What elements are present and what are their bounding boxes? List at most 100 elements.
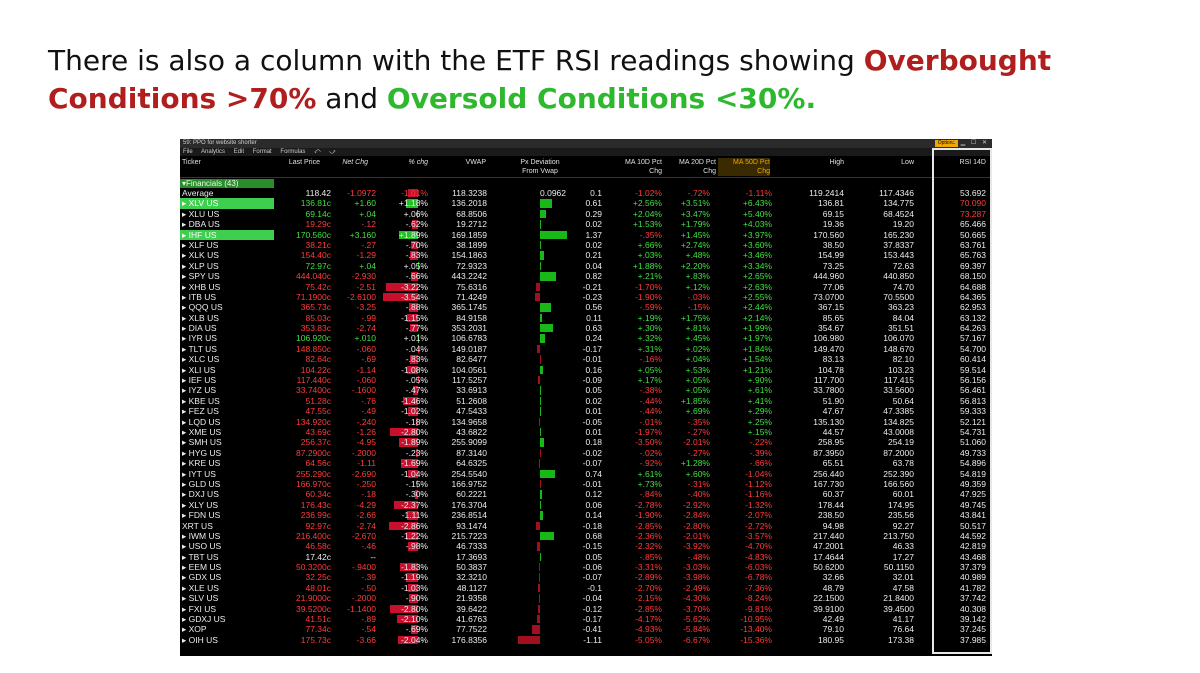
table-row[interactable]: ▸ TBT US 17.42c -- 17.3693 0.05 -.85% -.48% -4.… xyxy=(180,552,992,562)
ticker-cell[interactable]: Average xyxy=(180,188,274,198)
col-low[interactable]: Low xyxy=(901,159,914,166)
table-row[interactable]: ▸ XLI US 104.22c -1.14 -1.08% 104.0561 0.16 +.… xyxy=(180,365,992,375)
table-row[interactable]: ▸ GLD US 166.970c -.250 -.15% 166.9752 -0.01 +… xyxy=(180,479,992,489)
table-row[interactable]: ▸ SMH US 256.37c -4.95 -1.89% 255.9099 0.18 -3… xyxy=(180,437,992,447)
ticker-cell[interactable]: ▸ IYR US xyxy=(182,333,217,344)
table-row[interactable]: ▸ KBE US 51.28c -.76 -1.46% 51.2608 0.02 -.44%… xyxy=(180,396,992,406)
ticker-cell[interactable]: ▸ GDX US xyxy=(182,572,222,583)
ticker-cell[interactable]: ▸ TLT US xyxy=(182,343,217,354)
table-row[interactable]: ▸ SPY US 444.040c -2.930 -.66% 443.2242 0.82 +… xyxy=(180,271,992,281)
table-row[interactable]: ▸ HYG US 87.2900c -.2000 -.23% 87.3140 -0.02 -… xyxy=(180,448,992,458)
ticker-cell[interactable]: ▸ XLE US xyxy=(182,582,219,593)
table-row[interactable]: ▸ XLC US 82.64c -.69 -.83% 82.6477 -0.01 -.16%… xyxy=(180,354,992,364)
ticker-cell[interactable]: ▸ SMH US xyxy=(182,437,222,448)
window-controls[interactable]: ▪ ▁ ☐ ✕ xyxy=(952,140,989,146)
col-high[interactable]: High xyxy=(829,159,844,166)
ticker-cell[interactable]: ▸ DXJ US xyxy=(182,489,219,500)
table-row[interactable]: ▸ LQD US 134.920c -.240 -.18% 134.9658 -0.05 -… xyxy=(180,417,992,427)
table-row[interactable]: Average 118.42 -1.0972 -1.01% 118.3238 0.0962… xyxy=(180,188,992,198)
table-row[interactable]: ▸ QQQ US 365.73c -3.25 -.88% 365.1745 0.56 -.5… xyxy=(180,302,992,312)
ticker-cell[interactable]: ▸ KRE US xyxy=(182,458,221,469)
ticker-cell[interactable]: ▸ LQD US xyxy=(182,416,221,427)
ticker-cell[interactable]: ▸ FXI US xyxy=(182,603,217,614)
ticker-cell[interactable]: ▸ XLV US xyxy=(180,198,274,209)
table-row[interactable]: ▸ XHB US 75.42c -2.51 -3.22% 75.6316 -0.21 -1.… xyxy=(180,282,992,292)
table-row[interactable]: ▸ XLK US 154.40c -1.29 -.83% 154.1863 0.21 +.0… xyxy=(180,250,992,260)
table-row[interactable]: ▸ XME US 43.69c -1.26 -2.80% 43.6822 0.01 -1.9… xyxy=(180,427,992,437)
table-row[interactable]: XRT US 92.97c -2.74 -2.86% 93.1474 -0.18 -2.85… xyxy=(180,521,992,531)
col-vwap[interactable]: VWAP xyxy=(465,159,486,166)
ticker-cell[interactable]: ▸ XME US xyxy=(182,426,222,437)
ticker-cell[interactable]: ▸ IHF US xyxy=(180,229,274,240)
ticker-cell[interactable]: ▸ XHB US xyxy=(182,281,221,292)
table-row[interactable]: ▸ FEZ US 47.55c -.49 -1.02% 47.5433 0.01 -.44%… xyxy=(180,406,992,416)
table-row[interactable]: ▸ EEM US 50.3200c -.9400 -1.83% 50.3837 -0.06… xyxy=(180,562,992,572)
ticker-cell[interactable]: ▸ XLU US xyxy=(182,208,220,219)
ticker-cell[interactable]: ▸ XLK US xyxy=(182,250,219,261)
menu-analytics[interactable]: Analytics xyxy=(201,149,226,155)
table-row[interactable]: ▸ IYR US 106.920c +.010 +.01% 106.6783 0.24 +.… xyxy=(180,333,992,343)
group-header[interactable]: ▾Financials (43) xyxy=(180,179,992,188)
redo-icon[interactable]: ⤻ xyxy=(329,149,336,155)
table-row[interactable]: ▸ SLV US 21.9000c -.2000 -.90% 21.9358 -0.04 -… xyxy=(180,593,992,603)
ticker-cell[interactable]: ▸ XLF US xyxy=(182,239,219,250)
col-last-price[interactable]: Last Price xyxy=(288,159,320,166)
col-px-deviation[interactable]: Px Deviation From Vwap xyxy=(510,158,570,176)
ticker-cell[interactable]: ▸ KBE US xyxy=(182,395,220,406)
table-row[interactable]: ▸ XLB US 85.03c -.99 -1.15% 84.9158 0.11 +.19%… xyxy=(180,313,992,323)
ticker-cell[interactable]: ▸ FEZ US xyxy=(182,406,219,417)
ticker-cell[interactable]: ▸ DIA US xyxy=(182,323,217,334)
ticker-cell[interactable]: ▸ OIH US xyxy=(182,634,218,645)
table-row[interactable]: ▸ IWM US 216.400c -2.670 -1.22% 215.7223 0.68… xyxy=(180,531,992,541)
col-rsi[interactable]: RSI 14D xyxy=(959,159,986,166)
ticker-cell[interactable]: ▸ XLB US xyxy=(182,312,219,323)
table-row[interactable]: ▸ XLY US 176.43c -4.29 -2.37% 176.3704 0.06 -2… xyxy=(180,500,992,510)
ticker-cell[interactable]: ▸ EEM US xyxy=(182,562,222,573)
menu-formulas[interactable]: Formulas xyxy=(280,149,306,155)
table-row[interactable]: ▸ XLU US 69.14c +.04 +.06% 68.8506 0.29 +2.04%… xyxy=(180,209,992,219)
menu-format[interactable]: Format xyxy=(252,149,272,155)
table-row[interactable]: ▸ TLT US 148.850c -.060 -.04% 149.0187 -0.17 +… xyxy=(180,344,992,354)
table-row[interactable]: ▸ DIA US 353.83c -2.74 -.77% 353.2031 0.63 +.3… xyxy=(180,323,992,333)
table-row[interactable]: ▸ GDXJ US 41.51c -.89 -2.10% 41.6763 -0.17 -4.… xyxy=(180,614,992,624)
ticker-cell[interactable]: ▸ HYG US xyxy=(182,447,222,458)
ticker-cell[interactable]: ▸ XLP US xyxy=(182,260,219,271)
ticker-cell[interactable]: ▸ SLV US xyxy=(182,593,219,604)
ticker-cell[interactable]: ▸ IWM US xyxy=(182,530,221,541)
table-row[interactable]: ▸ XLE US 48.01c -.50 -1.03% 48.1127 -0.1 -2.70… xyxy=(180,583,992,593)
table-row[interactable]: ▸ USO US 46.58c -.46 -.98% 46.7333 -0.15 -2.32… xyxy=(180,541,992,551)
table-row[interactable]: ▸ ITB US 71.1900c -2.6100 -3.54% 71.4249 -0.2… xyxy=(180,292,992,302)
table-row[interactable]: ▸ XOP 77.34c -.54 -.69% 77.7522 -0.41 -4.93% -5… xyxy=(180,624,992,634)
col-net-chg[interactable]: Net Chg xyxy=(342,159,368,166)
ticker-cell[interactable]: ▸ TBT US xyxy=(182,551,219,562)
ticker-cell[interactable]: ▸ IYZ US xyxy=(182,385,217,396)
ticker-cell[interactable]: ▸ FDN US xyxy=(182,510,221,521)
ticker-cell[interactable]: XRT US xyxy=(180,521,274,531)
ticker-cell[interactable]: ▸ SPY US xyxy=(182,271,220,282)
table-row[interactable]: ▸ DBA US 19.29c -.12 -.62% 19.2712 0.02 +1.53%… xyxy=(180,219,992,229)
table-row[interactable]: ▸ XLF US 38.21c -.27 -.70% 38.1899 0.02 +.66% +… xyxy=(180,240,992,250)
ticker-cell[interactable]: ▸ XLY US xyxy=(182,499,219,510)
table-row[interactable]: ▸ FXI US 39.5200c -1.1400 -2.80% 39.6422 -0.1… xyxy=(180,604,992,614)
menu-edit[interactable]: Edit xyxy=(233,149,245,155)
table-row[interactable]: ▸ FDN US 236.99c -2.66 -1.11% 236.8514 0.14 -1… xyxy=(180,510,992,520)
table-row[interactable]: ▸ GDX US 32.25c -.39 -1.19% 32.3210 -0.07 -2.8… xyxy=(180,572,992,582)
table-row[interactable]: ▸ IYZ US 33.7400c -.1600 -.47% 33.6913 0.05 -.… xyxy=(180,385,992,395)
table-row[interactable]: ▸ IHF US 170.560c +3.160 +1.89% 169.1859 1.37… xyxy=(180,229,992,240)
ticker-cell[interactable]: ▸ IYT US xyxy=(182,468,216,479)
ticker-cell[interactable]: ▸ QQQ US xyxy=(182,302,223,313)
ticker-cell[interactable]: ▸ DBA US xyxy=(182,219,220,230)
ticker-cell[interactable]: ▸ GLD US xyxy=(182,478,221,489)
ticker-cell[interactable]: ▸ USO US xyxy=(182,541,222,552)
ticker-cell[interactable]: ▸ XLI US xyxy=(182,364,216,375)
col-ma20[interactable]: MA 20D Pct Chg xyxy=(662,158,716,176)
table-row[interactable]: ▸ XLP US 72.97c +.04 +.05% 72.9323 0.04 +1.88%… xyxy=(180,261,992,271)
table-row[interactable]: ▸ OIH US 175.73c -3.66 -2.04% 176.8356 -1.11 -… xyxy=(180,635,992,645)
col-ma50[interactable]: MA 50D Pct Chg xyxy=(718,158,770,176)
col-pct-chg[interactable]: % chg xyxy=(408,159,428,166)
col-ma10[interactable]: MA 10D Pct Chg xyxy=(608,158,662,176)
table-row[interactable]: ▸ DXJ US 60.34c -.18 -.30% 60.2221 0.12 -.84% -… xyxy=(180,489,992,499)
table-row[interactable]: ▸ KRE US 64.56c -1.11 -1.69% 64.6325 -0.07 -.9… xyxy=(180,458,992,468)
options-button[interactable]: Options xyxy=(934,140,958,147)
table-row[interactable]: ▸ IEF US 117.440c -.060 -.05% 117.5257 -0.09 +… xyxy=(180,375,992,385)
